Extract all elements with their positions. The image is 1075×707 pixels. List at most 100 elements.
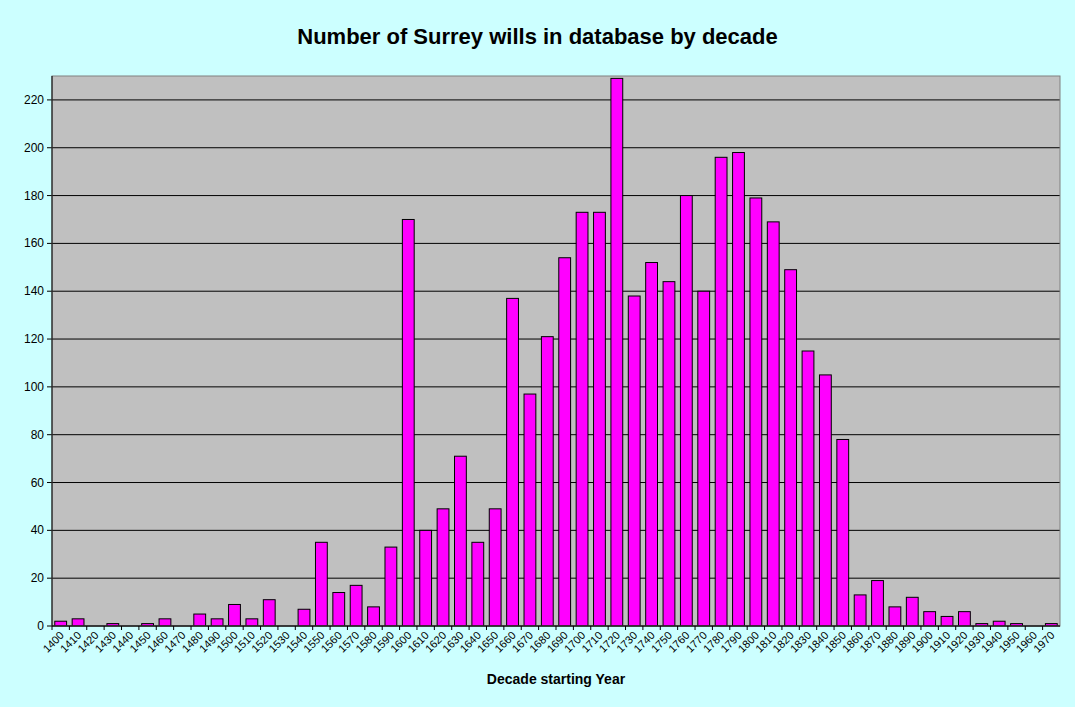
bar (663, 282, 675, 626)
x-tick (86, 626, 87, 630)
x-tick (538, 626, 539, 630)
x-tick (816, 626, 817, 630)
y-tick (47, 626, 52, 627)
x-tick (642, 626, 643, 630)
grid-line (52, 482, 1060, 483)
x-tick (104, 626, 105, 630)
grid-line (52, 147, 1060, 148)
x-tick (938, 626, 939, 630)
bar (924, 612, 936, 626)
x-tick (851, 626, 852, 630)
x-tick (799, 626, 800, 630)
grid-line (52, 195, 1060, 196)
y-tick (47, 482, 52, 483)
x-tick (503, 626, 504, 630)
x-tick (677, 626, 678, 630)
x-tick (330, 626, 331, 630)
x-tick (52, 626, 53, 630)
bar (159, 619, 171, 626)
x-tick (712, 626, 713, 630)
bar (420, 530, 432, 626)
y-tick-label: 60 (31, 476, 45, 490)
x-tick (695, 626, 696, 630)
y-tick (47, 195, 52, 196)
y-tick-label: 160 (24, 236, 44, 250)
x-tick (469, 626, 470, 630)
bar (906, 597, 918, 626)
x-tick (834, 626, 835, 630)
x-tick (69, 626, 70, 630)
x-tick (399, 626, 400, 630)
bars (55, 78, 1057, 626)
bar (837, 439, 849, 626)
x-tick (955, 626, 956, 630)
y-tick (47, 147, 52, 148)
x-axis-label: Decade starting Year (487, 671, 626, 687)
grid-line (52, 99, 1060, 100)
plot-frame (52, 76, 1060, 626)
x-tick (243, 626, 244, 630)
x-tick (434, 626, 435, 630)
x-tick (208, 626, 209, 630)
bar (733, 153, 745, 626)
background (0, 0, 1075, 707)
y-tick (47, 243, 52, 244)
bar (541, 337, 553, 626)
bar (368, 607, 380, 626)
y-tick (47, 530, 52, 531)
x-tick (277, 626, 278, 630)
x-tick (573, 626, 574, 630)
y-tick (47, 99, 52, 100)
y-tick-label: 140 (24, 284, 44, 298)
bar (715, 157, 727, 626)
bar (385, 547, 397, 626)
y-tick-label: 40 (31, 523, 45, 537)
bar (993, 621, 1005, 626)
x-tick (556, 626, 557, 630)
y-tick-label: 220 (24, 93, 44, 107)
grid-line (52, 291, 1060, 292)
plot-area (52, 76, 1060, 626)
bar (402, 219, 414, 626)
bar (576, 212, 588, 626)
x-tick (451, 626, 452, 630)
bar (941, 616, 953, 626)
y-tick-label: 0 (37, 619, 44, 633)
y-tick (47, 434, 52, 435)
x-tick (121, 626, 122, 630)
x-tick (312, 626, 313, 630)
bar (298, 609, 310, 626)
x-tick (608, 626, 609, 630)
bar (698, 291, 710, 626)
bar (437, 509, 449, 626)
y-tick-label: 80 (31, 428, 45, 442)
x-tick (1025, 626, 1026, 630)
y-tick-label: 120 (24, 332, 44, 346)
bar (472, 542, 484, 626)
x-tick (590, 626, 591, 630)
x-tick (416, 626, 417, 630)
x-tick (747, 626, 748, 630)
bar (229, 604, 241, 626)
x-tick (903, 626, 904, 630)
y-tick (47, 386, 52, 387)
bar (55, 621, 67, 626)
y-tick-label: 20 (31, 571, 45, 585)
bar (785, 270, 797, 626)
bar (194, 614, 206, 626)
x-tick (868, 626, 869, 630)
x-tick (990, 626, 991, 630)
x-tick (973, 626, 974, 630)
bar (315, 542, 327, 626)
bar (628, 296, 640, 626)
bar (611, 78, 623, 626)
grid-line (52, 434, 1060, 435)
grid-line (52, 578, 1060, 579)
y-axis (52, 76, 53, 626)
x-tick (347, 626, 348, 630)
bar (889, 607, 901, 626)
y-tick-label: 200 (24, 141, 44, 155)
x-tick (295, 626, 296, 630)
x-tick (191, 626, 192, 630)
grid-line (52, 530, 1060, 531)
